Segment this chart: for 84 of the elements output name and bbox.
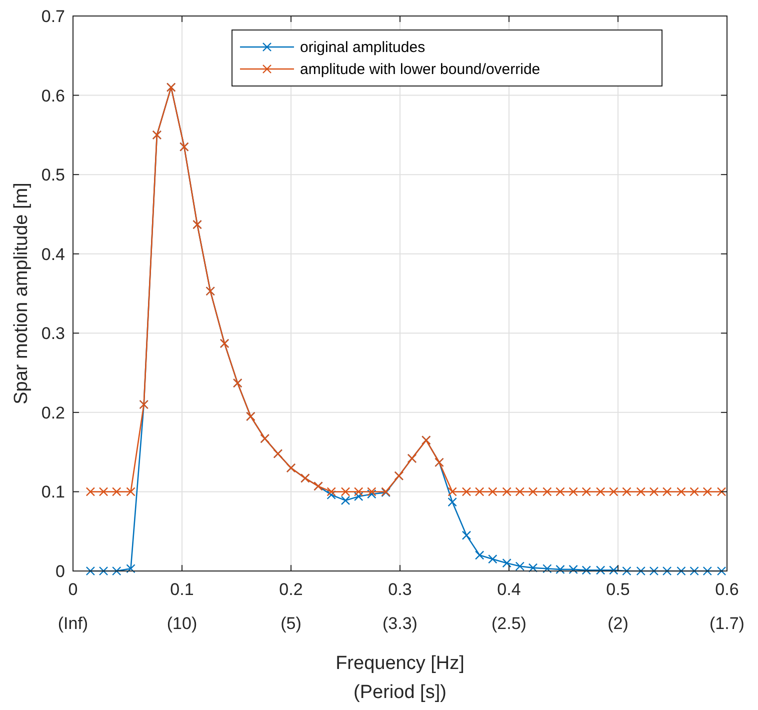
legend-label: original amplitudes (300, 39, 426, 56)
point (515, 487, 524, 496)
point (340, 496, 350, 506)
x-tick-label: 0.2 (279, 580, 303, 599)
x-tick-label: 0.1 (170, 580, 194, 599)
point (474, 550, 484, 560)
point (649, 566, 659, 576)
point (649, 487, 659, 496)
point (622, 487, 632, 496)
point (126, 487, 136, 496)
point (448, 497, 457, 507)
point (112, 566, 122, 576)
point (568, 564, 578, 574)
y-tick-label: 0.7 (41, 7, 65, 26)
y-axis-title: Spar motion amplitude [m] (11, 182, 32, 404)
point (98, 566, 108, 576)
y-tick-label: 0.6 (41, 86, 65, 106)
point (326, 487, 336, 496)
point (354, 492, 364, 502)
point (662, 487, 672, 496)
x-tick-label: 0.3 (388, 580, 412, 599)
text: (2.5) (492, 614, 526, 633)
point (596, 487, 606, 496)
y-tick-label: 0.2 (41, 403, 65, 422)
point (367, 489, 376, 499)
point (354, 487, 364, 496)
point (542, 564, 552, 574)
point (582, 487, 591, 496)
point (488, 554, 498, 564)
point (515, 562, 524, 571)
point (542, 487, 552, 496)
point (502, 558, 512, 568)
point (609, 487, 618, 496)
point (702, 566, 712, 576)
point (126, 564, 136, 574)
point (676, 566, 686, 576)
point (86, 487, 96, 496)
x-tick-label: 0.6 (715, 580, 739, 599)
text: (5) (280, 614, 302, 633)
point (556, 487, 565, 496)
point (636, 566, 646, 576)
x-axis-title: Frequency [Hz] (Period [s]) (336, 653, 464, 703)
y-tick-label: 0.5 (41, 166, 65, 185)
y-tick-label: 0.4 (41, 244, 65, 264)
y-tick-label: 0.3 (41, 324, 65, 344)
text: (Inf) (58, 614, 88, 633)
point (556, 564, 565, 574)
point (568, 487, 578, 496)
point (596, 566, 606, 575)
x-tick-label: 0.4 (497, 580, 521, 599)
point (502, 487, 512, 496)
point (690, 487, 699, 496)
point (716, 487, 726, 496)
text: (3.3) (382, 614, 418, 633)
y-tick-label: 0 (56, 562, 65, 581)
point (690, 566, 699, 576)
point (462, 487, 472, 496)
y-tick-label: 0.1 (41, 482, 65, 502)
point (662, 566, 672, 576)
point (528, 487, 538, 496)
text: (10) (166, 614, 198, 633)
point (86, 566, 96, 576)
text: (2) (608, 614, 628, 633)
point (636, 487, 646, 496)
point (702, 487, 712, 496)
point (462, 530, 472, 540)
point (112, 487, 122, 496)
point (326, 490, 336, 500)
x-tick-label: 0.5 (606, 580, 630, 599)
point (474, 487, 484, 496)
point (582, 566, 591, 575)
point (367, 487, 376, 496)
point (98, 487, 108, 496)
point (528, 563, 538, 572)
point (488, 487, 498, 496)
point (622, 566, 632, 576)
x-tick-label: 0 (68, 580, 78, 599)
point (340, 487, 350, 496)
point (609, 566, 618, 575)
point (716, 566, 726, 576)
point (448, 487, 457, 496)
point (676, 487, 686, 496)
text: (1.7) (710, 614, 744, 633)
legend-label: amplitude with lower bound/override (300, 61, 540, 78)
